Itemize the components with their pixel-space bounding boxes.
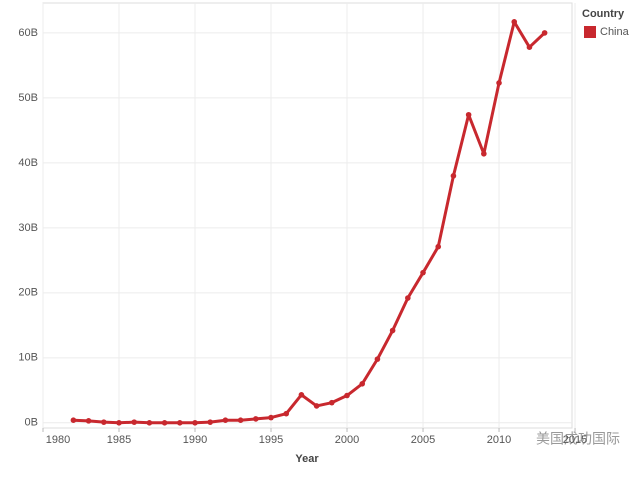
y-tick-label: 40B: [18, 157, 38, 169]
point: [329, 399, 335, 406]
x-tick-label: 1995: [259, 434, 283, 446]
point: [207, 419, 214, 425]
watermark: 美国成功国际: [536, 431, 620, 447]
x-tick-label: 2010: [487, 434, 511, 446]
point: [253, 416, 259, 422]
legend-title: Country: [582, 8, 625, 20]
x-axis-title: Year: [295, 453, 319, 465]
point: [389, 327, 396, 334]
point: [465, 111, 472, 118]
point: [541, 30, 548, 36]
legend-swatch: [584, 26, 596, 38]
y-tick-label: 30B: [18, 222, 38, 234]
point: [85, 418, 92, 424]
point: [359, 381, 366, 387]
legend-label: China: [600, 26, 630, 38]
point: [237, 417, 244, 424]
point: [298, 392, 305, 398]
x-tick-label: 2005: [411, 434, 435, 446]
point: [192, 420, 198, 426]
point: [222, 417, 229, 424]
line: [73, 20, 546, 425]
y-tick-label: 20B: [18, 287, 38, 299]
y-tick-label: 50B: [18, 92, 38, 104]
plot-area: [42, 2, 573, 429]
x-tick-label: 1985: [107, 434, 131, 446]
point: [405, 295, 411, 301]
point: [146, 420, 153, 426]
point: [344, 392, 350, 399]
x-tick-label: 1990: [183, 434, 207, 446]
point: [374, 356, 381, 362]
y-tick-label: 10B: [18, 352, 38, 364]
x-tick-label: 2000: [335, 434, 359, 446]
x-tick-label: 2015: [563, 434, 587, 446]
point: [116, 420, 122, 426]
point: [481, 150, 487, 157]
point: [511, 19, 518, 25]
point: [450, 173, 457, 179]
point: [177, 420, 183, 426]
point: [313, 403, 320, 409]
point: [283, 410, 290, 417]
point: [435, 243, 442, 250]
point: [70, 417, 77, 424]
y-tick-label: 60B: [18, 27, 38, 39]
point: [101, 419, 107, 425]
point: [526, 44, 533, 50]
point: [268, 414, 274, 421]
y-tick-label: 0B: [25, 417, 38, 429]
point: [496, 80, 502, 86]
point: [420, 269, 426, 276]
x-tick-label: 1980: [46, 434, 70, 446]
point: [131, 419, 138, 425]
point: [161, 420, 168, 426]
